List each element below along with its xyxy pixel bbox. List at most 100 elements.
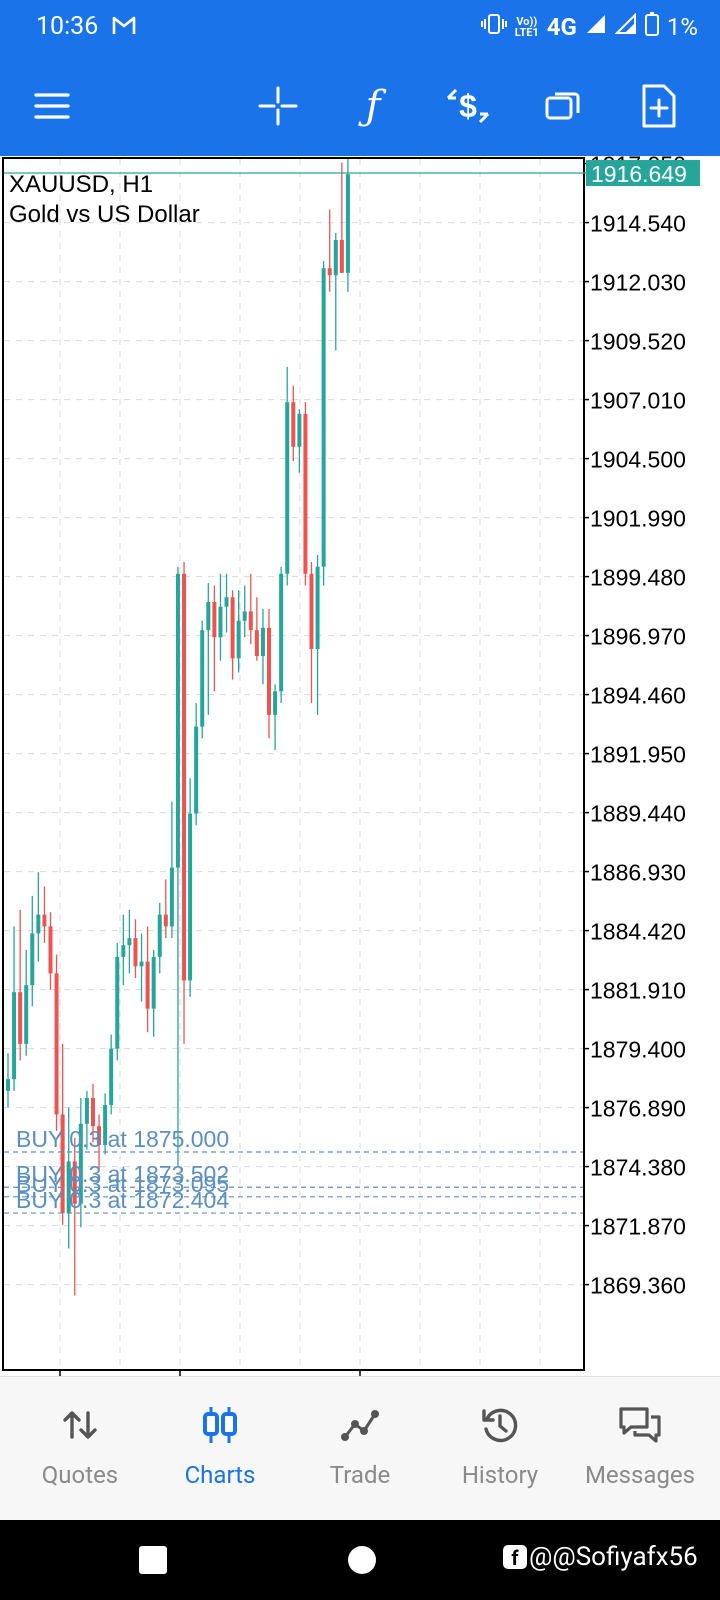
candle-body [194, 726, 199, 814]
nav-trade-label: Trade [329, 1461, 391, 1489]
network-label: 4G [546, 13, 577, 41]
y-tick-label: 1901.990 [590, 506, 686, 532]
candle-body [78, 1123, 83, 1204]
recents-button[interactable] [139, 1546, 167, 1574]
history-icon [480, 1405, 520, 1449]
y-tick-label: 1884.420 [590, 919, 686, 945]
crosshair-icon[interactable] [250, 78, 306, 134]
candle-body [163, 914, 168, 927]
candle-body [48, 926, 53, 974]
facebook-icon: f [503, 1545, 527, 1570]
candle-body [188, 813, 193, 981]
candle-body [303, 413, 308, 574]
order-label: BUY 0.3 at 1875.000 [16, 1126, 229, 1152]
candle-body [212, 601, 217, 638]
signal-icon [585, 13, 607, 41]
candle-body [333, 239, 338, 276]
new-order-icon[interactable] [630, 78, 686, 134]
candle-body [60, 1114, 65, 1214]
candle-body [285, 402, 290, 574]
function-icon[interactable]: ƒ [365, 83, 381, 129]
bottom-nav: Quotes Charts Trade History Messages [0, 1376, 720, 1520]
charts-icon [200, 1405, 240, 1449]
candle-body [315, 566, 320, 649]
windows-icon[interactable] [535, 78, 591, 134]
candle-body [182, 573, 187, 981]
candle-body [72, 1161, 77, 1204]
svg-text:$: $ [459, 88, 477, 124]
candle-body [30, 933, 35, 986]
symbol-label: XAUUSD, H1 [9, 171, 153, 198]
y-tick-label: 1869.360 [590, 1273, 686, 1299]
messages-icon [617, 1405, 663, 1451]
price-chart[interactable]: BUY 0.3 at 1875.000 BUY 0.3 at 1873.502BU… [0, 152, 720, 1409]
candle-body [127, 938, 132, 946]
candle-body [157, 914, 162, 957]
quotes-icon [60, 1405, 100, 1449]
candle-body [90, 1097, 95, 1127]
chart-area[interactable]: BUY 0.3 at 1875.000 BUY 0.3 at 1873.502 BU… [0, 152, 720, 1409]
trade-icon[interactable]: $ [440, 78, 496, 134]
y-tick-label: 1874.380 [590, 1155, 686, 1181]
nav-charts-label: Charts [184, 1461, 256, 1489]
candle-body [327, 268, 332, 276]
y-tick-label: 1909.520 [590, 329, 686, 355]
candle-body [24, 985, 29, 1044]
y-tick-label: 1876.890 [590, 1096, 686, 1122]
nav-quotes[interactable]: Quotes [10, 1377, 150, 1521]
order-label: BUY 0.3 at 1873.095 [16, 1171, 229, 1197]
candle-body [103, 1105, 108, 1145]
candle-body [121, 945, 126, 957]
candle-body [242, 611, 247, 621]
candle-body [279, 573, 284, 692]
order-label: BUY 0.3 at 1872.404 [16, 1187, 229, 1213]
nav-messages[interactable]: Messages [570, 1377, 710, 1521]
y-tick-label: 1896.970 [590, 624, 686, 650]
candle-body [36, 914, 41, 934]
candle-body [345, 174, 350, 273]
volte-icon: Vo)) LTE1 [514, 15, 539, 39]
candle-body [151, 956, 156, 1009]
y-tick-label: 1886.930 [590, 860, 686, 886]
candle-body [297, 413, 302, 447]
current-price-label: 1916.649 [591, 161, 687, 187]
status-time: 10:36 [36, 12, 99, 41]
candle-body [97, 1126, 102, 1145]
candle-body [236, 620, 241, 659]
menu-icon[interactable] [24, 78, 80, 134]
y-tick-label: 1881.910 [590, 978, 686, 1004]
candle-body [18, 992, 23, 1044]
system-nav-bar: f @@Sofiyafx56 [0, 1520, 720, 1600]
watermark: f @@Sofiyafx56 [503, 1542, 698, 1572]
battery-percent: 1% [666, 13, 698, 41]
current-price-badge [586, 160, 700, 187]
candle-body [248, 611, 253, 631]
y-tick-label: 1894.460 [590, 683, 686, 709]
candle-body [200, 630, 205, 727]
candle-body [54, 973, 59, 1115]
y-tick-label: 1879.400 [590, 1037, 686, 1063]
candle-body [206, 601, 211, 631]
candle-body [145, 961, 150, 1009]
candle-body [175, 573, 180, 868]
candle-body [291, 402, 296, 447]
candle-body [321, 268, 326, 567]
chart-toolbar: ƒ $ [0, 54, 720, 156]
candle-body [139, 961, 144, 967]
nav-history[interactable]: History [430, 1377, 570, 1521]
candle-body [109, 1048, 114, 1106]
y-tick-label: 1891.950 [590, 742, 686, 768]
candle-body [254, 630, 259, 657]
y-tick-label: 1907.010 [590, 388, 686, 414]
candle-body [309, 573, 314, 649]
y-tick-label: 1912.030 [590, 270, 686, 296]
home-button[interactable] [348, 1546, 376, 1574]
vibrate-icon [480, 12, 507, 42]
candle-body [169, 867, 174, 927]
order-label: BUY 0.3 at 1873.502 [16, 1161, 229, 1187]
candle-body [218, 606, 223, 638]
nav-charts[interactable]: Charts [150, 1377, 290, 1521]
candle-body [115, 956, 120, 1049]
candle-body [339, 239, 344, 273]
nav-trade[interactable]: Trade [290, 1377, 430, 1521]
